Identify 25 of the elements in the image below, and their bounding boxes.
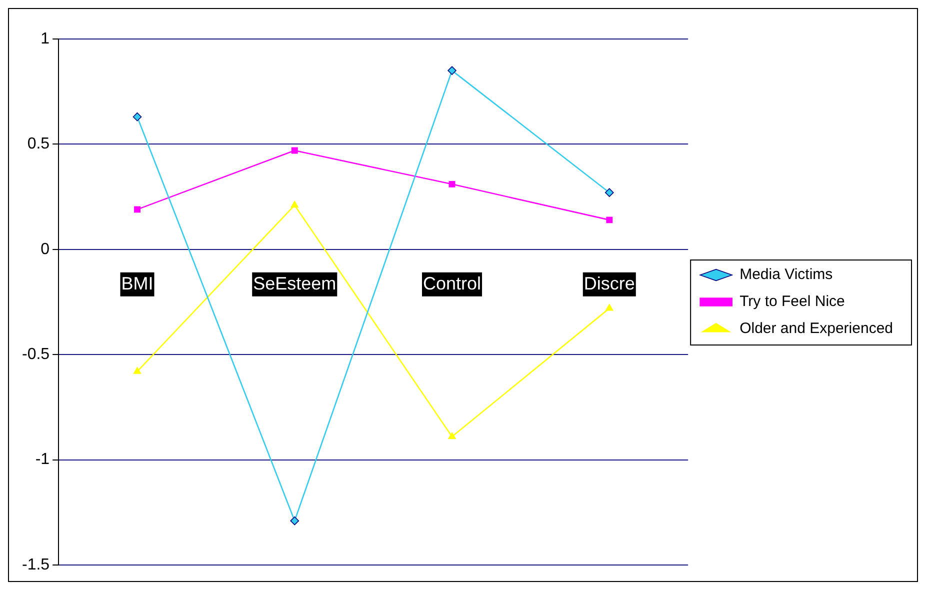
x-tick-label: BMI	[121, 273, 154, 294]
y-tick-label: -0.5	[22, 346, 50, 364]
point	[132, 112, 142, 122]
y-tick-label: 0	[40, 240, 50, 258]
x-tick-label: Discre	[584, 273, 635, 294]
x-tick-label: SeEsteem	[253, 273, 336, 294]
y-tick-label: -1.5	[22, 556, 50, 574]
point	[133, 367, 142, 374]
legend-label: Try to Feel Nice	[740, 293, 845, 310]
point	[448, 66, 456, 75]
point	[606, 304, 614, 311]
point	[448, 432, 456, 440]
point	[290, 516, 300, 526]
x-tick-label: Control	[422, 273, 482, 294]
legend-label: Media Victims	[740, 266, 833, 284]
point	[448, 180, 456, 188]
point	[291, 147, 298, 154]
y-tick-label: 0.5	[27, 136, 50, 153]
y-tick-label: 1	[40, 30, 50, 48]
point	[606, 216, 613, 224]
point	[134, 206, 140, 213]
point	[290, 200, 298, 208]
legend-label: Older and Experienced	[740, 320, 894, 338]
y-tick-label: -1	[35, 451, 50, 468]
point	[604, 188, 614, 197]
